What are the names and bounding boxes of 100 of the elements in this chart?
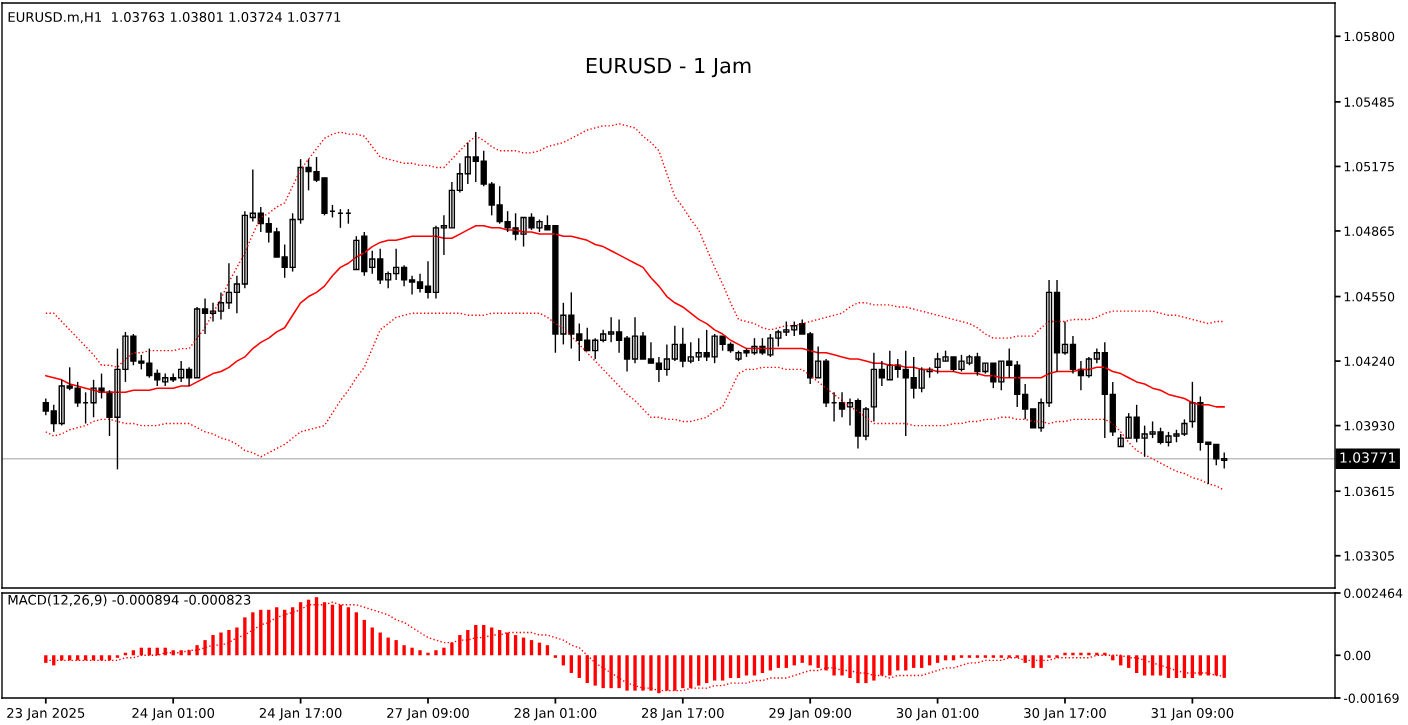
bar bbox=[450, 642, 454, 656]
y-tick-label: 1.04865 bbox=[1344, 226, 1394, 236]
candlestick bbox=[1006, 347, 1013, 379]
y-tick-label: 1.04550 bbox=[1344, 292, 1395, 302]
bar bbox=[983, 655, 988, 658]
bar bbox=[728, 655, 733, 679]
x-tick-label: 24 Jan 17:00 bbox=[259, 707, 342, 721]
y-tick-label: 1.05800 bbox=[1344, 31, 1395, 42]
bar bbox=[243, 617, 247, 656]
bar bbox=[442, 647, 446, 656]
x-tick-label: 28 Jan 17:00 bbox=[641, 707, 724, 721]
bar bbox=[211, 635, 215, 656]
ref-line-label: 1.03771 bbox=[1340, 452, 1396, 463]
bar bbox=[975, 655, 980, 658]
y-tick-label: 1.05485 bbox=[1344, 97, 1394, 107]
bar bbox=[1079, 652, 1083, 656]
bar bbox=[1055, 655, 1059, 658]
x-tick-label: 27 Jan 09:00 bbox=[387, 707, 469, 721]
candlestick bbox=[695, 337, 702, 362]
y-tick-label: -0.00169 bbox=[1343, 693, 1399, 703]
bar bbox=[681, 655, 685, 689]
bar bbox=[1142, 655, 1147, 676]
bar bbox=[553, 655, 558, 658]
bar bbox=[1039, 655, 1043, 668]
bar bbox=[848, 655, 852, 679]
y-tick-label: 1.05175 bbox=[1344, 161, 1394, 172]
bar bbox=[115, 655, 120, 658]
bar bbox=[434, 650, 438, 656]
bar bbox=[736, 655, 741, 679]
candlestick bbox=[687, 341, 694, 364]
y-tick-label: 0.00 bbox=[1344, 650, 1371, 661]
bar bbox=[593, 655, 597, 686]
bar bbox=[1031, 655, 1035, 668]
candlestick bbox=[472, 131, 479, 183]
bar bbox=[235, 627, 239, 656]
bar bbox=[1047, 655, 1051, 658]
x-tick-label: 31 Jan 09:00 bbox=[1151, 707, 1234, 721]
y-tick-label: 0.002464 bbox=[1344, 588, 1403, 598]
bar bbox=[752, 655, 757, 676]
x-tick-label: 30 Jan 17:00 bbox=[1024, 707, 1106, 721]
bar bbox=[195, 645, 199, 656]
bar bbox=[816, 655, 820, 668]
x-tick-label: 30 Jan 01:00 bbox=[896, 707, 979, 721]
bar bbox=[991, 655, 995, 658]
bar bbox=[935, 655, 940, 663]
text: EURUSD - 1 Jam bbox=[586, 57, 751, 78]
y-tick-label: 1.03305 bbox=[1344, 551, 1394, 561]
bar bbox=[967, 655, 972, 658]
bar bbox=[458, 635, 462, 656]
bar bbox=[920, 655, 924, 668]
bar bbox=[1023, 655, 1027, 663]
bar bbox=[569, 655, 573, 673]
bar bbox=[219, 632, 223, 656]
bar bbox=[410, 647, 414, 656]
bar bbox=[187, 650, 191, 656]
bar bbox=[912, 655, 916, 668]
bar bbox=[959, 655, 964, 658]
bar bbox=[601, 655, 605, 689]
bar bbox=[370, 627, 374, 656]
x-tick-label: 23 Jan 2025 bbox=[7, 707, 85, 721]
bar bbox=[1150, 655, 1155, 676]
candlestick bbox=[1029, 408, 1037, 429]
bar bbox=[617, 655, 621, 689]
bar bbox=[880, 655, 884, 676]
line-series bbox=[45, 312, 1225, 491]
bar bbox=[203, 640, 207, 656]
line-series bbox=[45, 123, 1225, 369]
bar bbox=[705, 655, 709, 684]
bar bbox=[712, 655, 717, 681]
bar bbox=[227, 630, 231, 656]
bar bbox=[394, 640, 398, 656]
bar bbox=[354, 612, 358, 656]
bar bbox=[426, 652, 430, 656]
bar bbox=[1214, 655, 1218, 676]
bar bbox=[1063, 652, 1067, 656]
bar bbox=[697, 655, 701, 686]
bar bbox=[744, 655, 749, 676]
bar bbox=[577, 655, 581, 679]
bar bbox=[1071, 652, 1075, 656]
bar bbox=[832, 655, 836, 676]
bar bbox=[609, 655, 613, 689]
bar bbox=[1206, 655, 1210, 676]
bar bbox=[888, 655, 892, 676]
x-tick-label: 28 Jan 01:00 bbox=[514, 707, 597, 721]
bar bbox=[1127, 655, 1131, 668]
x-tick-label: 29 Jan 09:00 bbox=[769, 707, 852, 721]
bar bbox=[1158, 655, 1163, 676]
bar bbox=[864, 655, 868, 684]
bar bbox=[999, 655, 1003, 658]
bar bbox=[872, 655, 876, 681]
annotation: EURUSD.m,H1 1.03763 1.03801 1.03724 1.03771 bbox=[8, 12, 341, 24]
bar bbox=[1087, 652, 1091, 656]
y-tick-label: 1.03930 bbox=[1344, 421, 1395, 431]
bar bbox=[856, 655, 860, 684]
bar bbox=[720, 655, 725, 681]
bar bbox=[800, 655, 804, 663]
bar bbox=[179, 650, 183, 656]
bar bbox=[824, 655, 828, 671]
bar bbox=[760, 655, 765, 673]
x-tick-label: 24 Jan 01:00 bbox=[132, 707, 215, 721]
